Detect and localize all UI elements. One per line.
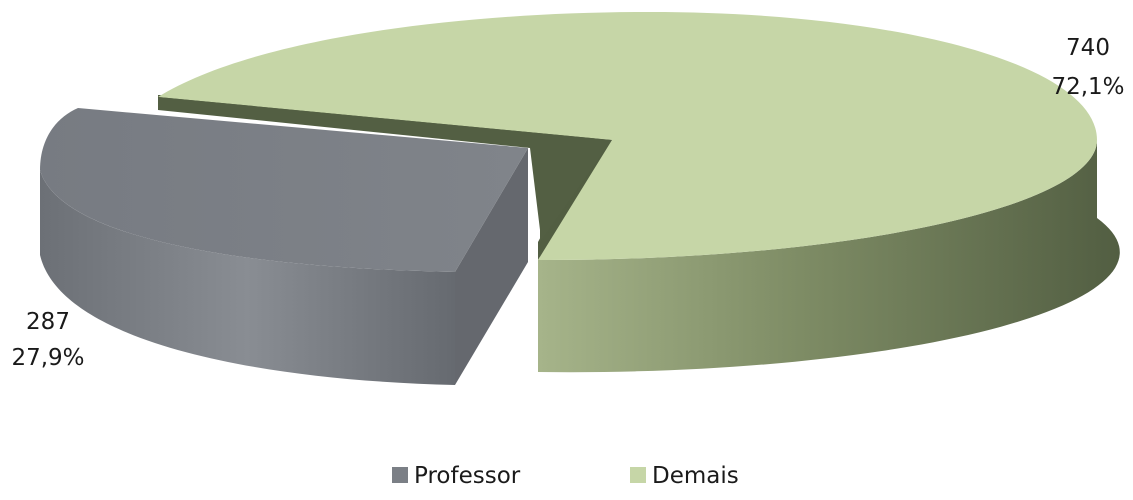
legend: Professor Demais (392, 463, 739, 489)
legend-label-professor: Professor (414, 463, 521, 489)
label-demais-value: 740 (1066, 35, 1110, 61)
label-demais-percent: 72,1% (1051, 74, 1124, 100)
label-professor-percent: 27,9% (11, 345, 84, 371)
slice-demais-side (538, 140, 1120, 373)
legend-label-demais: Demais (652, 463, 739, 489)
slice-professor (40, 108, 528, 272)
legend-swatch-demais (630, 467, 646, 483)
slice-demais-cut-face (158, 97, 612, 242)
slice-demais (158, 12, 1097, 261)
label-professor-value: 287 (26, 309, 70, 335)
slice-professor-side (40, 170, 455, 385)
slice-professor-cut-face (455, 148, 528, 385)
legend-swatch-professor (392, 467, 408, 483)
